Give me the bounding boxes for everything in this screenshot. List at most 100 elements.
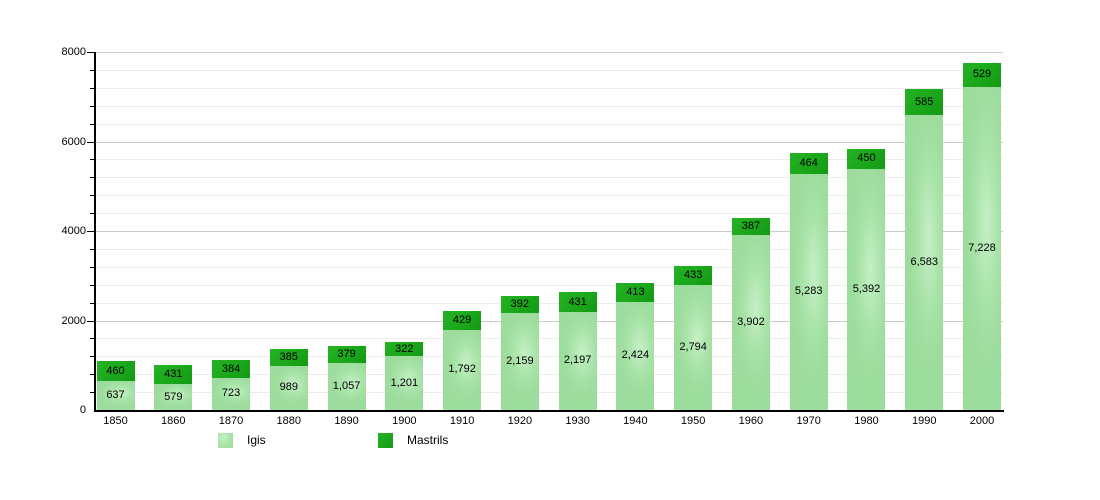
bar-1900-igis: 1,201: [385, 356, 424, 410]
minor-gridline: [95, 177, 1003, 179]
bar-1910-igis: 1,792: [443, 329, 482, 410]
minor-gridline: [95, 248, 1003, 250]
bar-1970-mastrils: 464: [789, 152, 828, 174]
y-axis-tick: [90, 248, 94, 250]
x-tick-label: 1970: [796, 415, 821, 427]
bar-1870-igis: 723: [212, 377, 251, 410]
x-tick-label: 1940: [623, 415, 648, 427]
bar-1950-igis: 2,794: [674, 284, 713, 410]
y-axis-tick: [90, 87, 94, 89]
minor-gridline: [95, 123, 1003, 125]
x-tick-label: 1960: [738, 415, 764, 427]
y-axis-tick: [90, 105, 94, 107]
legend-swatch-igis: [218, 432, 233, 448]
legend-item-igis: Igis: [218, 430, 266, 450]
major-gridline: [95, 52, 1003, 53]
bar-1930-igis: 2,197: [558, 311, 597, 410]
bar-1990-mastrils: 585: [905, 89, 944, 116]
y-tick-label: 6000: [61, 135, 86, 148]
bar-1850-igis: 637: [96, 381, 135, 410]
y-axis-tick: [90, 374, 94, 376]
minor-gridline: [95, 374, 1003, 376]
y-axis-tick: [90, 177, 94, 179]
minor-gridline: [95, 105, 1003, 107]
y-axis-tick: [87, 52, 94, 53]
bar-1920-mastrils: 392: [500, 295, 539, 314]
bar-1860-igis: 579: [154, 384, 193, 410]
y-axis-tick: [87, 141, 94, 143]
x-axis: [94, 410, 1004, 412]
y-axis-tick: [90, 338, 94, 340]
y-axis-tick: [90, 213, 94, 215]
minor-gridline: [95, 392, 1003, 394]
legend-label: Mastrils: [407, 433, 449, 447]
bar-1970-igis: 5,283: [789, 173, 828, 410]
y-tick-label: 2000: [61, 314, 86, 327]
legend: Igis Mastrils: [0, 430, 1100, 456]
y-axis-tick: [90, 159, 94, 161]
major-gridline: [95, 320, 1003, 322]
bar-1980-mastrils: 450: [847, 148, 886, 169]
bar-2000-mastrils: 529: [963, 62, 1001, 87]
x-tick-label: 1990: [911, 415, 937, 427]
bar-1870-mastrils: 384: [212, 360, 251, 378]
x-tick-label: 1900: [392, 415, 417, 427]
y-axis-tick: [90, 195, 94, 197]
y-axis-tick: [90, 302, 94, 304]
minor-gridline: [95, 266, 1003, 268]
x-tick-label: 2000: [969, 415, 995, 427]
bar-1900-mastrils: 322: [385, 341, 424, 357]
x-tick-label: 1930: [565, 415, 590, 427]
bar-2000-igis: 7,228: [963, 86, 1001, 410]
x-tick-label: 1910: [449, 415, 475, 427]
y-axis-tick: [90, 123, 94, 125]
y-tick-label: 8000: [61, 46, 86, 58]
bar-1960-igis: 3,902: [731, 235, 770, 410]
y-axis-tick: [87, 231, 94, 232]
x-tick-label: 1860: [161, 415, 186, 427]
bar-1910-mastrils: 429: [443, 310, 482, 330]
x-tick-label: 1980: [854, 415, 879, 427]
minor-gridline: [95, 195, 1003, 197]
y-axis-tick: [90, 69, 94, 71]
bar-1880-igis: 989: [269, 365, 308, 410]
y-axis: [94, 52, 96, 412]
minor-gridline: [95, 159, 1003, 161]
bar-1940-igis: 2,424: [616, 301, 655, 410]
bar-1930-mastrils: 431: [558, 292, 597, 312]
y-axis-tick: [90, 284, 94, 286]
x-tick-label: 1880: [276, 415, 302, 427]
legend-label: Igis: [247, 433, 266, 447]
minor-gridline: [95, 87, 1003, 89]
legend-item-mastrils: Mastrils: [378, 430, 448, 450]
minor-gridline: [95, 302, 1003, 304]
y-axis-tick: [87, 320, 94, 322]
bar-1880-mastrils: 385: [269, 348, 308, 366]
y-axis-tick: [90, 266, 94, 268]
x-tick-label: 1850: [103, 415, 128, 427]
x-tick-label: 1920: [507, 415, 533, 427]
x-tick-label: 1890: [334, 415, 359, 427]
bar-1850-mastrils: 460: [96, 360, 135, 382]
minor-gridline: [95, 284, 1003, 286]
bar-1990-igis: 6,583: [905, 115, 944, 410]
bar-1950-mastrils: 433: [674, 265, 713, 285]
bar-1920-igis: 2,159: [500, 313, 539, 410]
bar-1860-mastrils: 431: [154, 364, 193, 385]
y-axis-tick: [90, 392, 94, 394]
y-tick-label: 0: [79, 404, 86, 416]
x-tick-label: 1950: [680, 415, 706, 427]
minor-gridline: [95, 338, 1003, 340]
y-axis-tick: [90, 356, 94, 358]
bar-1940-mastrils: 413: [616, 283, 655, 302]
bar-1980-igis: 5,392: [847, 168, 886, 410]
minor-gridline: [95, 356, 1003, 358]
x-tick-label: 1870: [218, 415, 244, 427]
major-gridline: [95, 141, 1003, 143]
bar-1960-mastrils: 387: [731, 218, 770, 236]
bar-1890-mastrils: 379: [327, 345, 366, 363]
major-gridline: [95, 231, 1003, 232]
minor-gridline: [95, 69, 1003, 71]
